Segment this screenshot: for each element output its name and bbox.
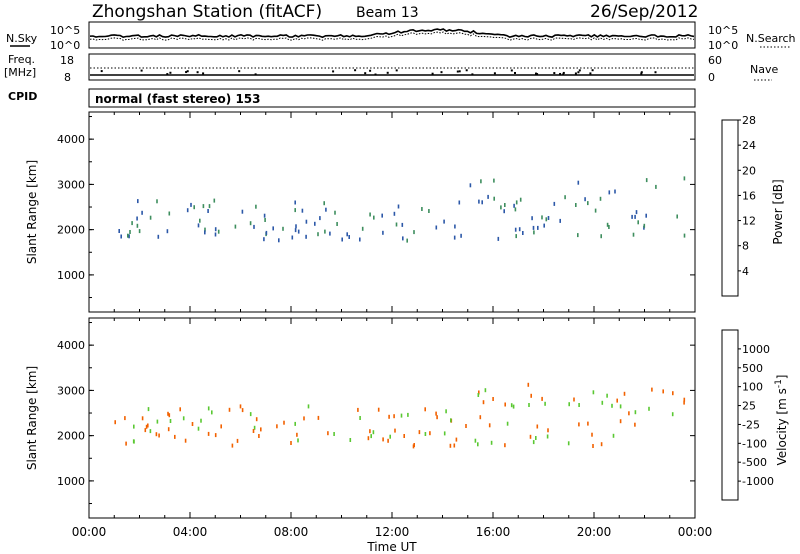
- freq-mark: [100, 70, 103, 73]
- freq-mark: [185, 71, 188, 74]
- power-scatter-field: [118, 176, 686, 243]
- freq-mark: [254, 73, 257, 76]
- freq-mark: [465, 69, 468, 72]
- freq-mark: [458, 70, 461, 73]
- freq-mark: [202, 72, 205, 75]
- freq-mark: [332, 70, 335, 73]
- freq-mark: [471, 73, 474, 76]
- freq-mark: [386, 71, 389, 74]
- freq-panel: Freq. [MHz] 18 8 60 0 Nave: [4, 53, 778, 84]
- nave-tick-low: 0: [708, 71, 715, 84]
- freq-mark: [562, 73, 565, 76]
- nsearch-label: N.Search: [746, 32, 796, 45]
- freq-mark: [536, 73, 539, 76]
- nsky-label: N.Sky: [6, 32, 38, 45]
- freq-mark: [196, 71, 199, 74]
- station-title: Zhongshan Station (fitACF): [92, 2, 322, 22]
- freq-mark: [654, 71, 657, 74]
- nsky-trace: [89, 28, 695, 39]
- freq-mark: [354, 69, 357, 72]
- freq-mark: [238, 70, 241, 73]
- freq-mark: [140, 69, 143, 72]
- freq-mark: [510, 69, 513, 72]
- freq-mark: [577, 71, 580, 74]
- nave-tick-high: 60: [708, 54, 722, 67]
- nsky-tick-high: 10^5: [50, 24, 80, 37]
- freq-mark: [374, 73, 377, 76]
- beam-label: Beam 13: [356, 5, 419, 21]
- freq-mark: [640, 71, 643, 74]
- freq-mark: [591, 69, 594, 72]
- freq-mark: [166, 73, 169, 76]
- noise-panel: N.Sky 10^5 10^0 10^5 10^0 N.Search: [6, 21, 796, 52]
- freq-mark: [186, 70, 189, 73]
- freq-unit: [MHz]: [4, 66, 36, 79]
- freq-mark: [589, 72, 592, 75]
- freq-tick-low: 8: [64, 71, 71, 84]
- freq-tick-high: 18: [60, 54, 74, 67]
- freq-label: Freq.: [8, 53, 35, 66]
- freq-mark: [169, 71, 172, 74]
- cpid-text: normal (fast stereo) 153: [95, 92, 261, 106]
- freq-mark: [369, 69, 372, 72]
- nsearch-tick-high: 10^5: [708, 24, 738, 37]
- freq-mark: [559, 72, 562, 75]
- freq-mark: [395, 69, 398, 72]
- noise-panel-frame: [88, 21, 696, 49]
- freq-mark: [493, 72, 496, 75]
- freq-mark: [456, 70, 459, 73]
- freq-mark: [578, 69, 581, 72]
- nsearch-trace: [89, 31, 695, 41]
- freq-mark: [431, 72, 434, 75]
- cpid-panel-frame: [88, 88, 696, 108]
- nave-label: Nave: [750, 63, 778, 76]
- freq-mark: [574, 72, 577, 75]
- freq-mark: [364, 72, 367, 75]
- freq-mark: [514, 71, 516, 74]
- freq-mark: [535, 72, 537, 75]
- freq-jitter-marks: [100, 69, 657, 76]
- cpid-label: CPID: [8, 90, 37, 103]
- nsky-tick-low: 10^0: [50, 39, 80, 52]
- freq-panel-frame: [88, 53, 696, 81]
- freq-mark: [562, 71, 565, 74]
- date-label: 26/Sep/2012: [590, 2, 698, 22]
- freq-mark: [640, 72, 643, 75]
- freq-mark: [440, 71, 443, 74]
- freq-mark: [553, 72, 556, 75]
- nsearch-tick-low: 10^0: [708, 39, 738, 52]
